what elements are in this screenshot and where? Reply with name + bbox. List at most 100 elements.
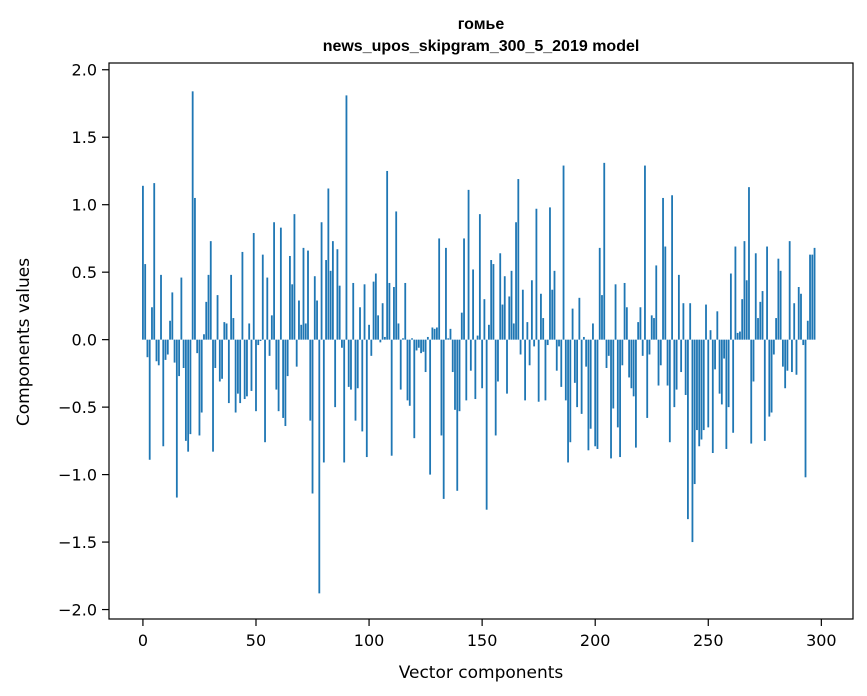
bar-component-97 <box>361 339 364 432</box>
bar-component-158 <box>499 253 502 340</box>
bar-component-149 <box>478 214 481 340</box>
bar-component-229 <box>659 339 662 366</box>
bar-component-72 <box>304 323 307 340</box>
bar-component-62 <box>282 339 285 418</box>
bar-component-34 <box>218 339 221 382</box>
bar-component-67 <box>293 214 296 340</box>
bar-component-275 <box>763 339 766 441</box>
bar-component-282 <box>779 270 782 340</box>
bar-component-144 <box>467 189 470 340</box>
y-tick-label: −0.5 <box>58 398 97 417</box>
bar-component-83 <box>329 270 332 340</box>
bar-component-20 <box>187 339 190 452</box>
bar-component-91 <box>347 339 350 387</box>
bar-component-8 <box>160 274 162 340</box>
bar-component-76 <box>313 276 316 340</box>
bar-component-259 <box>727 339 730 408</box>
bar-component-218 <box>635 339 637 448</box>
bar-component-200 <box>594 339 597 447</box>
bar-component-38 <box>227 339 230 404</box>
bar-component-27 <box>203 334 205 340</box>
bar-component-292 <box>802 339 805 346</box>
bar-component-136 <box>449 328 452 340</box>
bar-component-2 <box>146 339 149 358</box>
bar-component-82 <box>327 188 330 340</box>
bar-component-177 <box>542 318 545 340</box>
bar-component-24 <box>196 339 199 354</box>
bar-component-219 <box>637 322 640 340</box>
bar-component-122 <box>417 339 420 348</box>
bar-component-140 <box>458 339 461 412</box>
bar-component-191 <box>573 339 576 383</box>
bar-component-206 <box>607 339 610 356</box>
bar-component-135 <box>447 338 450 340</box>
bar-component-291 <box>800 293 802 340</box>
bar-component-267 <box>745 280 748 340</box>
bar-component-272 <box>757 318 759 340</box>
bar-component-179 <box>546 339 549 346</box>
bar-component-94 <box>354 339 357 421</box>
bar-component-276 <box>766 246 768 340</box>
bar-component-17 <box>180 277 183 340</box>
bar-component-118 <box>408 339 411 406</box>
bar-component-88 <box>341 339 343 348</box>
y-tick-label: −2.0 <box>58 601 97 620</box>
bar-component-107 <box>383 336 386 340</box>
bar-component-203 <box>601 295 603 340</box>
bar-component-100 <box>368 324 370 340</box>
bar-component-208 <box>612 339 615 409</box>
x-tick-label: 100 <box>354 631 385 650</box>
bar-component-260 <box>729 273 732 340</box>
bar-component-210 <box>616 339 619 428</box>
bar-component-44 <box>241 251 244 340</box>
bar-component-119 <box>411 338 413 340</box>
bar-component-108 <box>386 170 389 340</box>
bar-component-190 <box>571 308 574 340</box>
bar-component-1 <box>144 264 147 340</box>
bar-component-15 <box>175 339 178 498</box>
bar-component-243 <box>691 339 694 543</box>
bar-component-252 <box>711 339 714 454</box>
bar-component-29 <box>207 274 210 340</box>
bar-component-231 <box>664 246 667 340</box>
bar-component-184 <box>558 339 560 347</box>
plot-frame <box>108 62 854 620</box>
bar-component-161 <box>506 339 508 394</box>
bar-component-297 <box>813 247 816 340</box>
bar-component-270 <box>752 339 755 382</box>
bar-component-142 <box>463 238 465 340</box>
x-tick-label: 300 <box>806 631 837 650</box>
bar-component-49 <box>252 233 255 340</box>
bar-component-6 <box>155 339 158 362</box>
bar-component-61 <box>279 227 282 340</box>
bar-component-286 <box>788 241 791 340</box>
bar-component-117 <box>406 339 409 401</box>
bar-component-101 <box>370 339 373 356</box>
bar-component-258 <box>725 339 728 449</box>
bar-component-148 <box>476 335 479 340</box>
bar-component-96 <box>359 307 361 340</box>
bar-component-35 <box>221 339 223 379</box>
bar-component-99 <box>365 339 368 458</box>
bar-component-79 <box>320 222 323 340</box>
bar-component-238 <box>680 339 683 373</box>
bar-component-113 <box>397 323 400 340</box>
bar-component-45 <box>243 339 246 400</box>
bar-component-41 <box>234 339 237 413</box>
bar-component-125 <box>424 339 427 373</box>
bar-component-235 <box>673 339 676 408</box>
bar-component-244 <box>693 339 696 485</box>
bar-component-170 <box>526 322 529 340</box>
bar-component-180 <box>549 207 551 340</box>
bar-component-167 <box>519 339 522 355</box>
bar-component-159 <box>501 304 504 340</box>
bar-component-114 <box>399 339 402 390</box>
bar-component-284 <box>784 339 787 389</box>
bar-component-57 <box>270 315 273 340</box>
bar-component-176 <box>540 293 542 340</box>
bar-component-182 <box>553 270 556 340</box>
y-tick-label: 1.0 <box>72 196 97 215</box>
bar-component-187 <box>564 339 567 401</box>
bar-component-164 <box>512 323 515 340</box>
